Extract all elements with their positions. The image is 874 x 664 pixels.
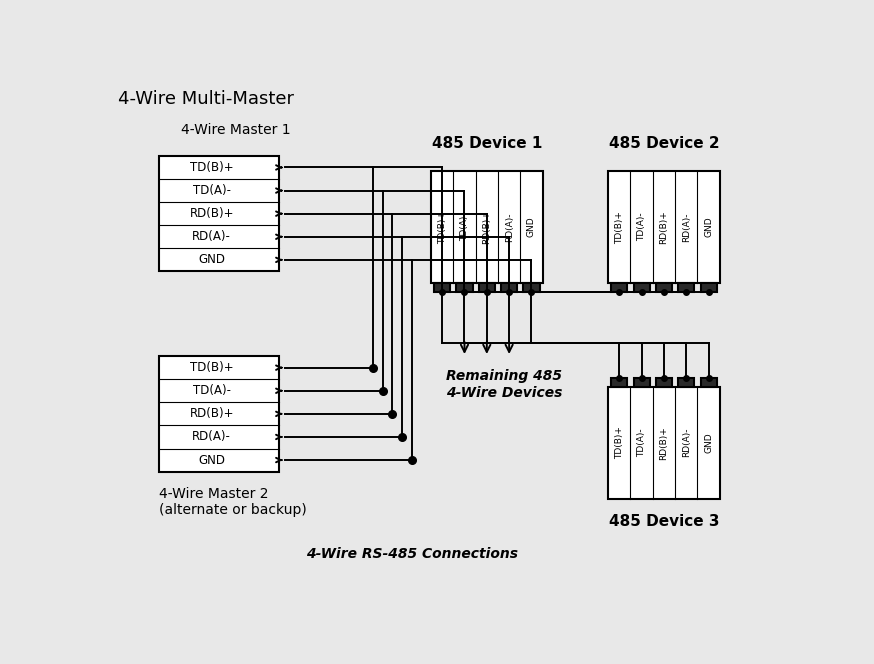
Text: TD(A)-: TD(A)- [192, 184, 231, 197]
Bar [701, 283, 717, 292]
Text: GND: GND [704, 217, 713, 238]
Text: RD(B)+: RD(B)+ [482, 210, 491, 244]
Text: 4-Wire Master 1: 4-Wire Master 1 [181, 123, 290, 137]
Text: TD(A)-: TD(A)- [637, 213, 646, 242]
Text: RD(A)-: RD(A)- [192, 430, 231, 444]
Bar [456, 283, 473, 292]
Bar [501, 283, 517, 292]
Text: Remaining 485
4-Wire Devices: Remaining 485 4-Wire Devices [446, 369, 562, 400]
Bar [479, 283, 495, 292]
Bar [159, 156, 279, 272]
Text: 4-Wire Master 2
(alternate or backup): 4-Wire Master 2 (alternate or backup) [159, 487, 307, 517]
Text: TD(B)+: TD(B)+ [614, 426, 624, 459]
Bar [634, 378, 649, 387]
Bar [678, 283, 694, 292]
Bar [701, 378, 717, 387]
Text: RD(A)-: RD(A)- [192, 230, 231, 243]
Bar [678, 378, 694, 387]
Text: 485 Device 1: 485 Device 1 [432, 135, 543, 151]
Text: 485 Device 2: 485 Device 2 [609, 135, 719, 151]
Text: RD(A)-: RD(A)- [504, 212, 514, 242]
Text: RD(B)+: RD(B)+ [190, 207, 234, 220]
Text: TD(B)+: TD(B)+ [614, 210, 624, 244]
Text: 4-Wire RS-485 Connections: 4-Wire RS-485 Connections [306, 547, 517, 561]
Text: 4-Wire Multi-Master: 4-Wire Multi-Master [118, 90, 294, 108]
Text: TD(B)+: TD(B)+ [190, 361, 233, 374]
Bar [524, 283, 539, 292]
Text: RD(B)+: RD(B)+ [659, 210, 669, 244]
Bar [611, 378, 628, 387]
Text: RD(A)-: RD(A)- [682, 212, 690, 242]
Text: TD(A)-: TD(A)- [460, 213, 469, 242]
Text: GND: GND [527, 217, 536, 238]
Text: TD(A)-: TD(A)- [637, 428, 646, 457]
Text: RD(B)+: RD(B)+ [659, 426, 669, 459]
Text: GND: GND [198, 454, 225, 467]
Bar [634, 283, 649, 292]
Bar [431, 171, 543, 283]
Bar [434, 283, 450, 292]
Text: TD(B)+: TD(B)+ [438, 210, 447, 244]
Bar [656, 378, 672, 387]
Text: GND: GND [198, 254, 225, 266]
Bar [611, 283, 628, 292]
Text: RD(A)-: RD(A)- [682, 428, 690, 457]
Bar [608, 387, 719, 499]
Bar [656, 283, 672, 292]
Bar [608, 171, 719, 283]
Text: 485 Device 3: 485 Device 3 [609, 514, 719, 529]
Text: TD(B)+: TD(B)+ [190, 161, 233, 174]
Bar [159, 356, 279, 471]
Text: GND: GND [704, 432, 713, 453]
Text: RD(B)+: RD(B)+ [190, 407, 234, 420]
Text: TD(A)-: TD(A)- [192, 384, 231, 397]
